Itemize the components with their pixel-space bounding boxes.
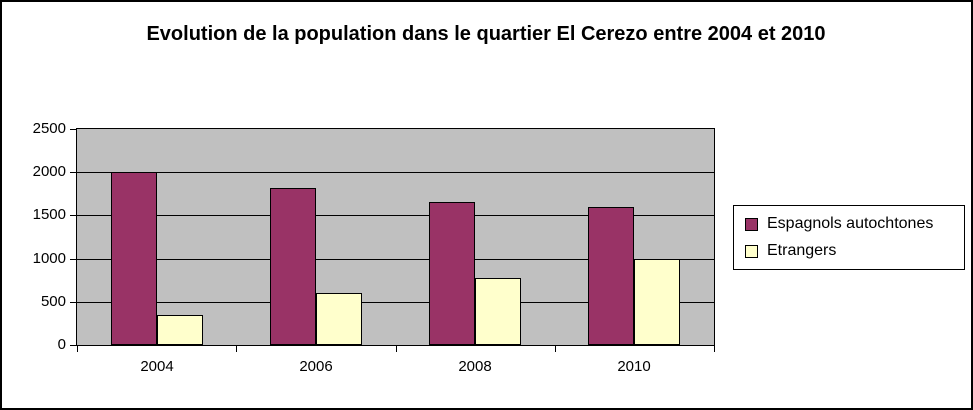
x-tick-mark-4 bbox=[714, 346, 715, 352]
x-tick-label-2008: 2008 bbox=[458, 358, 492, 375]
bar-etrangers-2008 bbox=[475, 278, 522, 345]
x-tick-label-2006: 2006 bbox=[299, 358, 333, 375]
bar-espagnols-autochtones-2010 bbox=[588, 207, 635, 345]
y-tick-mark-2000 bbox=[70, 172, 76, 173]
bar-etrangers-2010 bbox=[634, 259, 681, 345]
gridline-500 bbox=[77, 301, 714, 303]
legend-label-etrangers: Etrangers bbox=[767, 242, 837, 259]
y-tick-label-1500: 1500 bbox=[32, 206, 66, 223]
y-tick-mark-2500 bbox=[70, 129, 76, 130]
gridline-2000 bbox=[77, 172, 714, 174]
plot-area bbox=[76, 128, 715, 346]
x-tick-mark-2 bbox=[396, 346, 397, 352]
x-tick-mark-3 bbox=[555, 346, 556, 352]
bar-etrangers-2006 bbox=[315, 293, 362, 345]
y-tick-label-2000: 2000 bbox=[32, 163, 66, 180]
bar-espagnols-autochtones-2008 bbox=[429, 202, 476, 345]
chart-title: Evolution de la population dans le quart… bbox=[146, 23, 826, 45]
legend: Espagnols autochtones Etrangers bbox=[733, 205, 965, 270]
bar-espagnols-autochtones-2006 bbox=[269, 188, 316, 345]
bar-espagnols-autochtones-2004 bbox=[110, 172, 157, 345]
x-tick-mark-1 bbox=[236, 346, 237, 352]
y-tick-label-1000: 1000 bbox=[32, 250, 66, 267]
bar-etrangers-2004 bbox=[156, 315, 203, 345]
y-tick-mark-0 bbox=[70, 345, 76, 346]
y-tick-mark-500 bbox=[70, 302, 76, 303]
y-tick-label-2500: 2500 bbox=[32, 120, 66, 137]
gridline-1000 bbox=[77, 258, 714, 260]
y-tick-mark-1500 bbox=[70, 215, 76, 216]
x-tick-label-2010: 2010 bbox=[617, 358, 651, 375]
y-tick-mark-1000 bbox=[70, 259, 76, 260]
x-tick-mark-0 bbox=[77, 346, 78, 352]
legend-entry-espagnols-autochtones: Espagnols autochtones bbox=[745, 216, 958, 232]
legend-label-espagnols-autochtones: Espagnols autochtones bbox=[767, 215, 934, 232]
legend-swatch-etrangers bbox=[745, 244, 758, 258]
gridline-1500 bbox=[77, 215, 714, 217]
legend-entry-etrangers: Etrangers bbox=[745, 243, 958, 259]
x-tick-label-2004: 2004 bbox=[140, 358, 174, 375]
y-tick-label-500: 500 bbox=[40, 293, 66, 310]
y-tick-label-0: 0 bbox=[57, 336, 66, 353]
legend-swatch-espagnols-autochtones bbox=[745, 217, 758, 231]
